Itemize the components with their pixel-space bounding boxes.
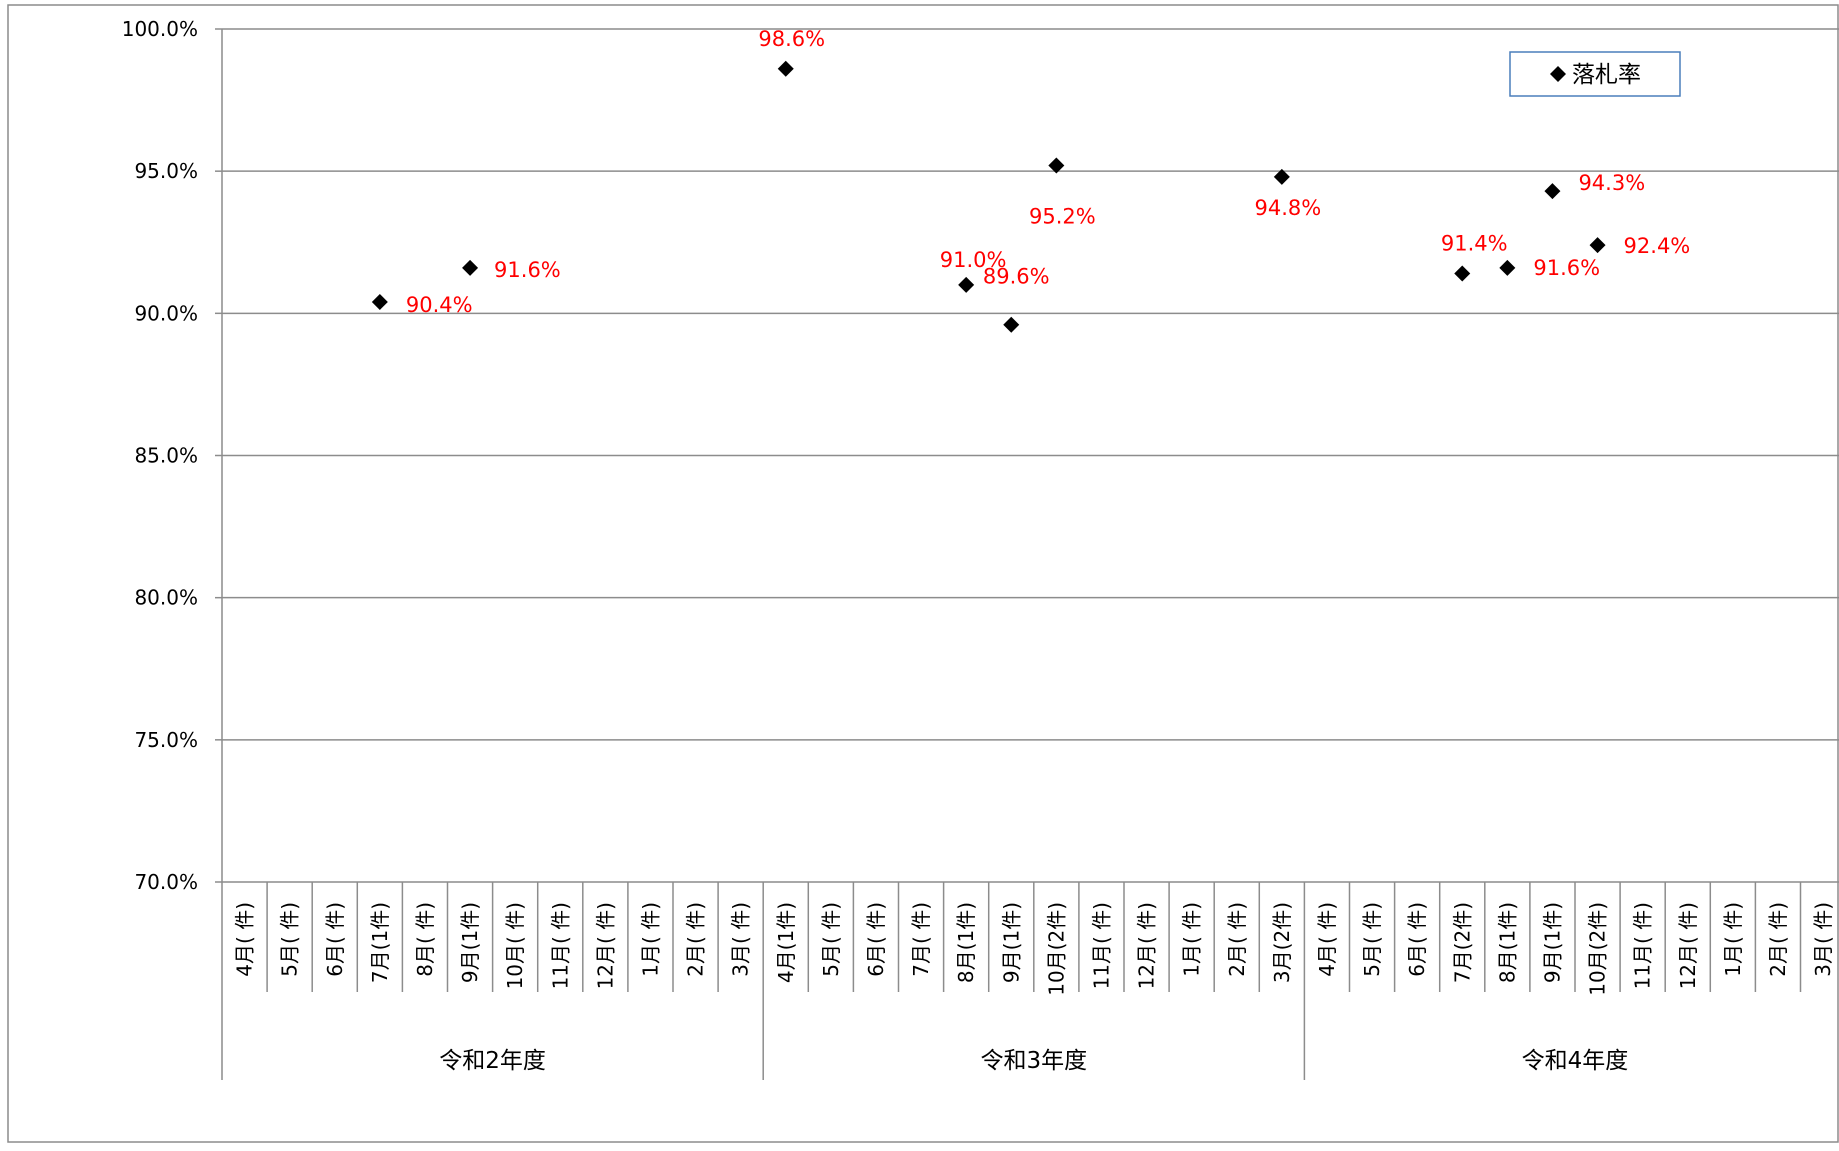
x-tick-label: 2月( 件) (684, 902, 708, 977)
x-tick-label: 12月( 件) (1135, 902, 1159, 989)
data-label: 91.4% (1441, 232, 1508, 256)
x-tick-label: 11月( 件) (1631, 902, 1655, 989)
data-points (371, 60, 1606, 333)
data-point (1454, 265, 1471, 282)
x-tick-label: 9月(1件) (999, 902, 1023, 983)
x-tick-label: 5月( 件) (819, 902, 843, 977)
data-point (1048, 157, 1065, 174)
y-tick-label: 85.0% (134, 444, 198, 468)
x-tick-label: 11月( 件) (548, 902, 572, 989)
data-label: 90.4% (406, 293, 473, 317)
x-tick-label: 3月( 件) (1811, 902, 1835, 977)
x-tick-label: 10月(2件) (1044, 902, 1068, 996)
x-axis-categories: 4月( 件) 5月( 件) 6月( 件) 7月(1件) 8月( 件) 9月(1件) 10月(… (233, 882, 1835, 1080)
data-point (462, 259, 479, 276)
data-label: 94.3% (1578, 171, 1645, 195)
data-point (1544, 183, 1561, 200)
x-axis-groups: 令和2年度 令和3年度 令和4年度 (439, 1048, 1628, 1074)
y-tick-label: 80.0% (134, 586, 198, 610)
data-point (958, 276, 975, 293)
data-label: 92.4% (1624, 234, 1691, 258)
y-axis-ticks: 70.0% 75.0% 80.0% 85.0% 90.0% 95.0% 100.0% (122, 17, 222, 894)
x-tick-label: 7月(1件) (368, 902, 392, 983)
x-tick-label: 1月( 件) (1721, 902, 1745, 977)
legend: 落札率 (1509, 51, 1681, 97)
y-tick-label: 95.0% (134, 159, 198, 183)
x-tick-label: 10月( 件) (503, 902, 527, 989)
x-tick-label: 5月( 件) (278, 902, 302, 977)
data-label: 89.6% (983, 265, 1050, 289)
x-tick-label: 2月( 件) (1225, 902, 1249, 977)
x-tick-label: 3月(2件) (1270, 902, 1294, 983)
x-tick-label: 8月(1件) (1495, 902, 1519, 983)
x-tick-label: 7月( 件) (909, 902, 933, 977)
data-label: 91.6% (494, 258, 561, 282)
x-tick-label: 4月( 件) (233, 902, 257, 977)
x-tick-label: 3月( 件) (729, 902, 753, 977)
legend-label: 落札率 (1572, 62, 1641, 88)
data-point (371, 293, 388, 310)
data-label: 91.6% (1533, 256, 1600, 280)
x-tick-label: 6月( 件) (864, 902, 888, 977)
x-tick-label: 6月( 件) (323, 902, 347, 977)
x-tick-label: 7月(2件) (1450, 902, 1474, 983)
x-tick-label: 11月( 件) (1089, 902, 1113, 989)
x-tick-label: 4月( 件) (1315, 902, 1339, 977)
x-tick-label: 8月( 件) (413, 902, 437, 977)
x-tick-label: 5月( 件) (1360, 902, 1384, 977)
x-tick-label: 9月(1件) (458, 902, 482, 983)
y-tick-label: 100.0% (122, 17, 198, 41)
x-tick-label: 8月(1件) (954, 902, 978, 983)
x-tick-label: 1月( 件) (638, 902, 662, 977)
gridlines (222, 28, 1839, 883)
y-tick-label: 90.0% (134, 301, 198, 325)
x-tick-label: 1月( 件) (1180, 902, 1204, 977)
data-point (1003, 316, 1020, 333)
data-point (777, 60, 794, 77)
x-tick-label: 2月( 件) (1766, 902, 1790, 977)
x-tick-label: 4月(1件) (774, 902, 798, 983)
x-group-label: 令和4年度 (1522, 1048, 1629, 1074)
chart-border (7, 4, 1839, 1143)
data-point (1589, 237, 1606, 254)
x-tick-label: 12月( 件) (593, 902, 617, 989)
data-label: 98.6% (758, 27, 825, 51)
x-tick-label: 12月( 件) (1676, 902, 1700, 989)
data-point (1273, 168, 1290, 185)
x-group-label: 令和2年度 (439, 1048, 546, 1074)
legend-box (1509, 51, 1681, 97)
data-point (1499, 259, 1516, 276)
legend-diamond-icon (1550, 66, 1566, 82)
x-tick-label: 9月(1件) (1540, 902, 1564, 983)
data-label: 94.8% (1254, 196, 1321, 220)
y-tick-label: 75.0% (134, 728, 198, 752)
x-tick-label: 6月( 件) (1405, 902, 1429, 977)
x-tick-label: 10月(2件) (1586, 902, 1610, 996)
y-tick-label: 70.0% (134, 870, 198, 894)
data-labels: 90.4% 91.6% 98.6% 91.0%89.6% 95.2% 94.8% 91.4%… (406, 27, 1690, 317)
data-label: 95.2% (1029, 204, 1096, 228)
data-label: 91.0% (940, 248, 1007, 272)
x-group-label: 令和3年度 (980, 1048, 1087, 1074)
